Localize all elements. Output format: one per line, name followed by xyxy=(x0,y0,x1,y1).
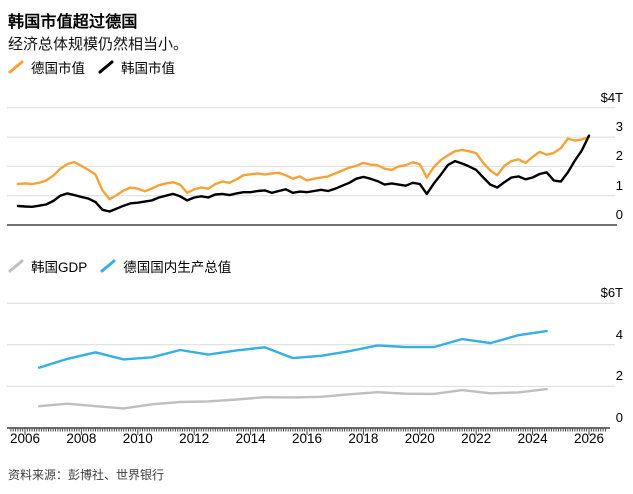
x-axis-tick-label: 2006 xyxy=(9,431,41,446)
legend-label-korea-gdp: 韩国GDP xyxy=(31,260,88,275)
germany-gdp-slash-icon xyxy=(100,259,116,273)
y-axis-tick-label: $6T xyxy=(600,285,623,301)
legend-gdp: 韩国GDP 德国国内生产总值 xyxy=(8,257,244,275)
x-axis-tick-label: 2012 xyxy=(179,431,210,446)
legend-item-korea-market-cap: 韩国市值 xyxy=(98,57,175,77)
legend-market-cap: 德国市值 韩国市值 xyxy=(8,58,188,76)
x-axis-tick-label: 2008 xyxy=(66,431,97,446)
germany-market-cap-slash-icon xyxy=(8,60,24,74)
y-axis-tick-label: 0 xyxy=(615,410,623,425)
x-axis-tick-label: 2022 xyxy=(461,431,492,446)
x-axis-tick-label: 2020 xyxy=(404,431,435,446)
legend-item-korea-gdp: 韩国GDP xyxy=(8,256,87,276)
y-axis-tick-label: 4 xyxy=(615,326,623,342)
y-axis-tick-label: $4T xyxy=(600,89,623,105)
legend-label-germany-market-cap: 德国市值 xyxy=(31,61,85,76)
y-axis-tick-label: 2 xyxy=(615,368,623,384)
y-axis-tick-label: 2 xyxy=(615,148,623,164)
chart-subtitle: 经济总体规模仍然相当小。 xyxy=(8,36,189,53)
source-attribution: 资料来源：彭博社、世界银行 xyxy=(8,468,165,482)
legend-item-germany-market-cap: 德国市值 xyxy=(8,57,85,77)
korea-gdp-slash-icon xyxy=(8,259,24,273)
legend-item-germany-gdp: 德国国内生产总值 xyxy=(100,256,231,276)
x-axis-tick-label: 2016 xyxy=(291,431,323,446)
x-axis-tick-label: 2026 xyxy=(573,431,605,446)
y-axis-tick-label: 3 xyxy=(615,119,623,135)
y-axis-tick-label: 1 xyxy=(615,177,623,193)
legend-label-germany-gdp: 德国国内生产总值 xyxy=(123,260,232,275)
x-axis-tick-label: 2018 xyxy=(348,431,379,446)
x-axis-tick-label: 2010 xyxy=(122,431,153,446)
x-axis-tick-label: 2014 xyxy=(235,431,266,446)
legend-label-korea-market-cap: 韩国市值 xyxy=(121,61,175,76)
x-axis-tick-label: 2024 xyxy=(517,431,548,446)
chart-title: 韩国市值超过德国 xyxy=(8,14,138,31)
korea-market-cap-slash-icon xyxy=(98,60,114,74)
y-axis-tick-label: 0 xyxy=(615,207,623,222)
